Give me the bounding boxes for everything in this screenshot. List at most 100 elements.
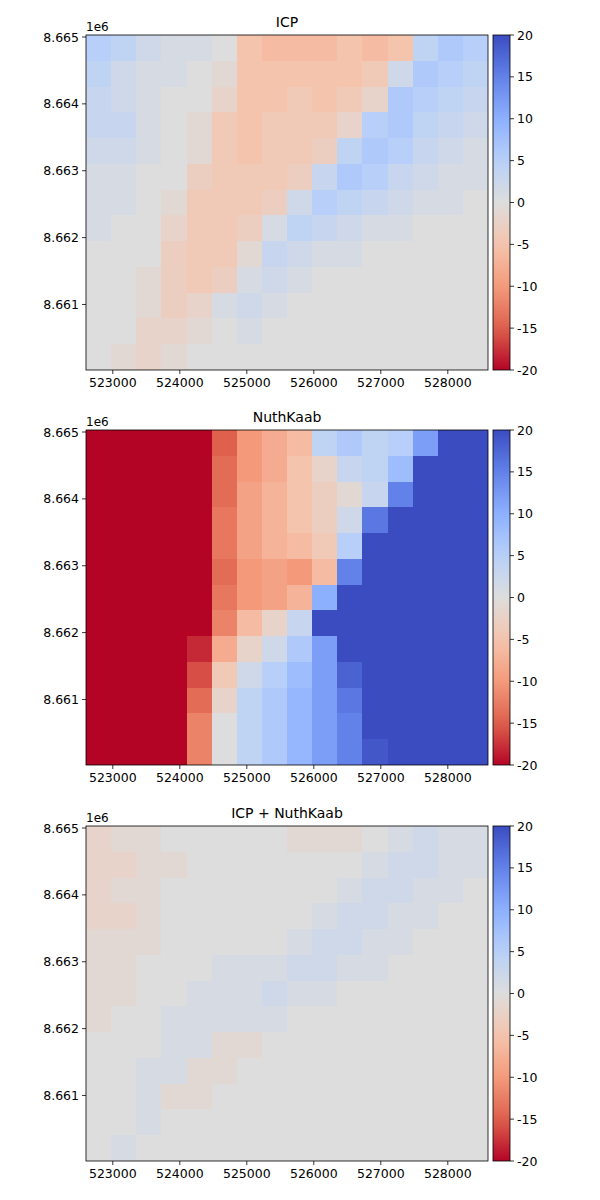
heatmap-cell bbox=[262, 138, 288, 164]
heatmap-cell bbox=[187, 852, 213, 878]
colorbar-tick-label: 15 bbox=[517, 860, 533, 875]
heatmap-cell bbox=[187, 241, 213, 267]
heatmap-cell bbox=[287, 826, 313, 852]
heatmap-cell bbox=[86, 293, 112, 319]
heatmap-cell bbox=[187, 662, 213, 688]
heatmap-cell bbox=[161, 878, 187, 904]
y-tick-label: 8.663 bbox=[43, 163, 79, 178]
colorbar-tick bbox=[510, 118, 514, 119]
heatmap-cell bbox=[388, 1032, 414, 1058]
heatmap-cell bbox=[187, 688, 213, 714]
heatmap-cell bbox=[136, 559, 162, 585]
heatmap-cell bbox=[388, 318, 414, 344]
heatmap-cell bbox=[287, 1084, 313, 1110]
heatmap-cell bbox=[212, 507, 238, 533]
x-tick-label: 523000 bbox=[89, 1166, 137, 1181]
x-tick bbox=[112, 1161, 113, 1165]
y-tick-label: 8.664 bbox=[43, 96, 79, 111]
heatmap-cell bbox=[362, 739, 388, 765]
heatmap-cell bbox=[86, 955, 112, 981]
heatmap-cell bbox=[161, 662, 187, 688]
heatmap-cell bbox=[413, 507, 439, 533]
heatmap-cell bbox=[111, 688, 137, 714]
heatmap-cell bbox=[161, 430, 187, 456]
heatmap-cell bbox=[237, 215, 263, 241]
heatmap-cell bbox=[413, 61, 439, 87]
colorbar-tick-label: 20 bbox=[517, 819, 533, 834]
heatmap-cell bbox=[388, 293, 414, 319]
y-tick bbox=[82, 828, 86, 829]
heatmap-cell bbox=[86, 190, 112, 216]
heatmap-cell bbox=[388, 138, 414, 164]
heatmap-cell bbox=[212, 955, 238, 981]
heatmap-cell bbox=[362, 1084, 388, 1110]
heatmap-cell bbox=[187, 981, 213, 1007]
heatmap-cell bbox=[463, 878, 488, 904]
colorbar-tick-label: -10 bbox=[517, 1070, 537, 1085]
heatmap-cell bbox=[438, 662, 464, 688]
heatmap-cell bbox=[388, 903, 414, 929]
heatmap-cell bbox=[287, 190, 313, 216]
heatmap-cell bbox=[438, 688, 464, 714]
heatmap-cell bbox=[388, 267, 414, 293]
heatmap-cell bbox=[312, 267, 338, 293]
colorbar-tick bbox=[510, 993, 514, 994]
heatmap-cell bbox=[262, 190, 288, 216]
heatmap-cell bbox=[86, 929, 112, 955]
heatmap-cell bbox=[287, 267, 313, 293]
heatmap-cell bbox=[262, 662, 288, 688]
heatmap-cell bbox=[463, 293, 488, 319]
heatmap-cell bbox=[438, 293, 464, 319]
heatmap-cell bbox=[237, 903, 263, 929]
heatmap-cell bbox=[212, 878, 238, 904]
heatmap-cell bbox=[136, 430, 162, 456]
heatmap-cell bbox=[388, 190, 414, 216]
y-tick-label: 8.665 bbox=[43, 821, 79, 836]
y-tick bbox=[82, 565, 86, 566]
heatmap-cell bbox=[237, 826, 263, 852]
heatmap-cell bbox=[136, 826, 162, 852]
heatmap-cell bbox=[136, 1058, 162, 1084]
heatmap-cell bbox=[262, 1032, 288, 1058]
heatmap-cell bbox=[312, 507, 338, 533]
heatmap-cell bbox=[463, 688, 488, 714]
heatmap-cell bbox=[337, 1135, 363, 1161]
colorbar-tick-label: -15 bbox=[517, 1112, 537, 1127]
heatmap-cell bbox=[463, 739, 488, 765]
heatmap-cell bbox=[262, 739, 288, 765]
heatmap-cell bbox=[312, 713, 338, 739]
heatmap-cell bbox=[413, 903, 439, 929]
heatmap-cell bbox=[287, 293, 313, 319]
heatmap-cell bbox=[337, 430, 363, 456]
heatmap-cell bbox=[262, 585, 288, 611]
x-tick bbox=[380, 370, 381, 374]
heatmap-cell bbox=[136, 241, 162, 267]
heatmap-cell bbox=[237, 739, 263, 765]
heatmap-cell bbox=[312, 903, 338, 929]
y-tick bbox=[82, 170, 86, 171]
heatmap-cell bbox=[111, 164, 137, 190]
heatmap-cell bbox=[237, 1084, 263, 1110]
x-tick bbox=[313, 370, 314, 374]
x-tick bbox=[246, 765, 247, 769]
heatmap-cell bbox=[337, 482, 363, 508]
x-tick bbox=[380, 1161, 381, 1165]
y-tick bbox=[82, 304, 86, 305]
heatmap-cells bbox=[86, 826, 488, 1161]
heatmap-cell bbox=[287, 87, 313, 113]
heatmap-cell bbox=[86, 688, 112, 714]
heatmap-cell bbox=[237, 610, 263, 636]
heatmap-cell bbox=[262, 559, 288, 585]
heatmap-cell bbox=[287, 35, 313, 61]
heatmap-cell bbox=[136, 688, 162, 714]
heatmap-cell bbox=[161, 190, 187, 216]
heatmap-cell bbox=[262, 1109, 288, 1135]
heatmap-cell bbox=[86, 35, 112, 61]
x-tick-label: 528000 bbox=[424, 375, 472, 390]
heatmap-cell bbox=[86, 903, 112, 929]
heatmap-cell bbox=[287, 713, 313, 739]
heatmap-cell bbox=[187, 636, 213, 662]
heatmap-cell bbox=[161, 87, 187, 113]
heatmap-cell bbox=[136, 878, 162, 904]
heatmap-cell bbox=[463, 112, 488, 138]
